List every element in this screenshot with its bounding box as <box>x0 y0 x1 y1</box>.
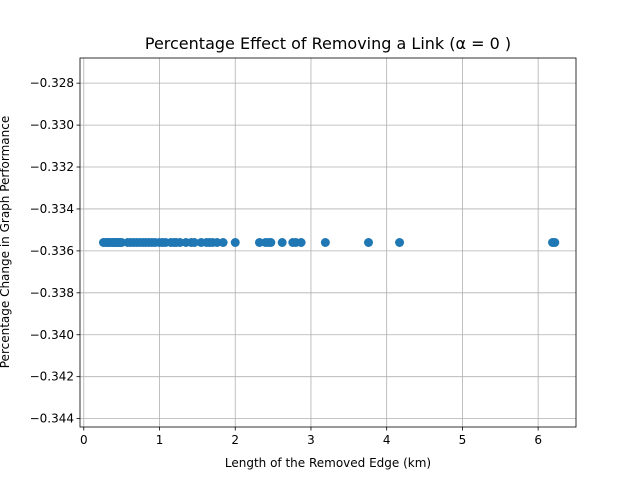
y-tick-label: −0.332 <box>30 160 74 174</box>
y-tick-label: −0.330 <box>30 118 74 132</box>
x-tick-label: 4 <box>383 433 391 447</box>
y-tick-label: −0.342 <box>30 370 74 384</box>
x-tick-label: 0 <box>80 433 88 447</box>
y-tick-label: −0.338 <box>30 286 74 300</box>
data-point <box>296 238 306 247</box>
data-point <box>320 238 330 247</box>
y-tick-label: −0.334 <box>30 202 74 216</box>
data-point <box>189 238 199 247</box>
y-tick-label: −0.344 <box>30 412 74 426</box>
data-points <box>98 238 560 247</box>
y-tick-label: −0.336 <box>30 244 74 258</box>
data-point <box>266 238 276 247</box>
data-point <box>550 238 560 247</box>
x-tick-label: 1 <box>156 433 164 447</box>
y-tick-label: −0.328 <box>30 76 74 90</box>
plot-frame <box>79 57 577 428</box>
chart-title: Percentage Effect of Removing a Link (α … <box>145 34 511 53</box>
data-point <box>277 238 287 247</box>
x-axis-ticks: 0 1 2 3 4 5 6 <box>80 427 542 447</box>
x-tick-label: 5 <box>459 433 467 447</box>
y-axis-ticks: −0.344 −0.342 −0.340 −0.338 −0.336 −0.334 −0.3… <box>30 76 80 426</box>
x-tick-label: 6 <box>534 433 542 447</box>
y-tick-label: −0.340 <box>30 328 74 342</box>
data-point <box>218 238 228 247</box>
x-tick-label: 3 <box>307 433 315 447</box>
data-point <box>364 238 374 247</box>
x-tick-label: 2 <box>231 433 239 447</box>
data-point <box>230 238 240 247</box>
data-point <box>395 238 405 247</box>
y-axis-label: Percentage Change in Graph Performance <box>0 116 12 369</box>
x-axis-label: Length of the Removed Edge (km) <box>225 456 431 470</box>
grid <box>80 58 576 427</box>
